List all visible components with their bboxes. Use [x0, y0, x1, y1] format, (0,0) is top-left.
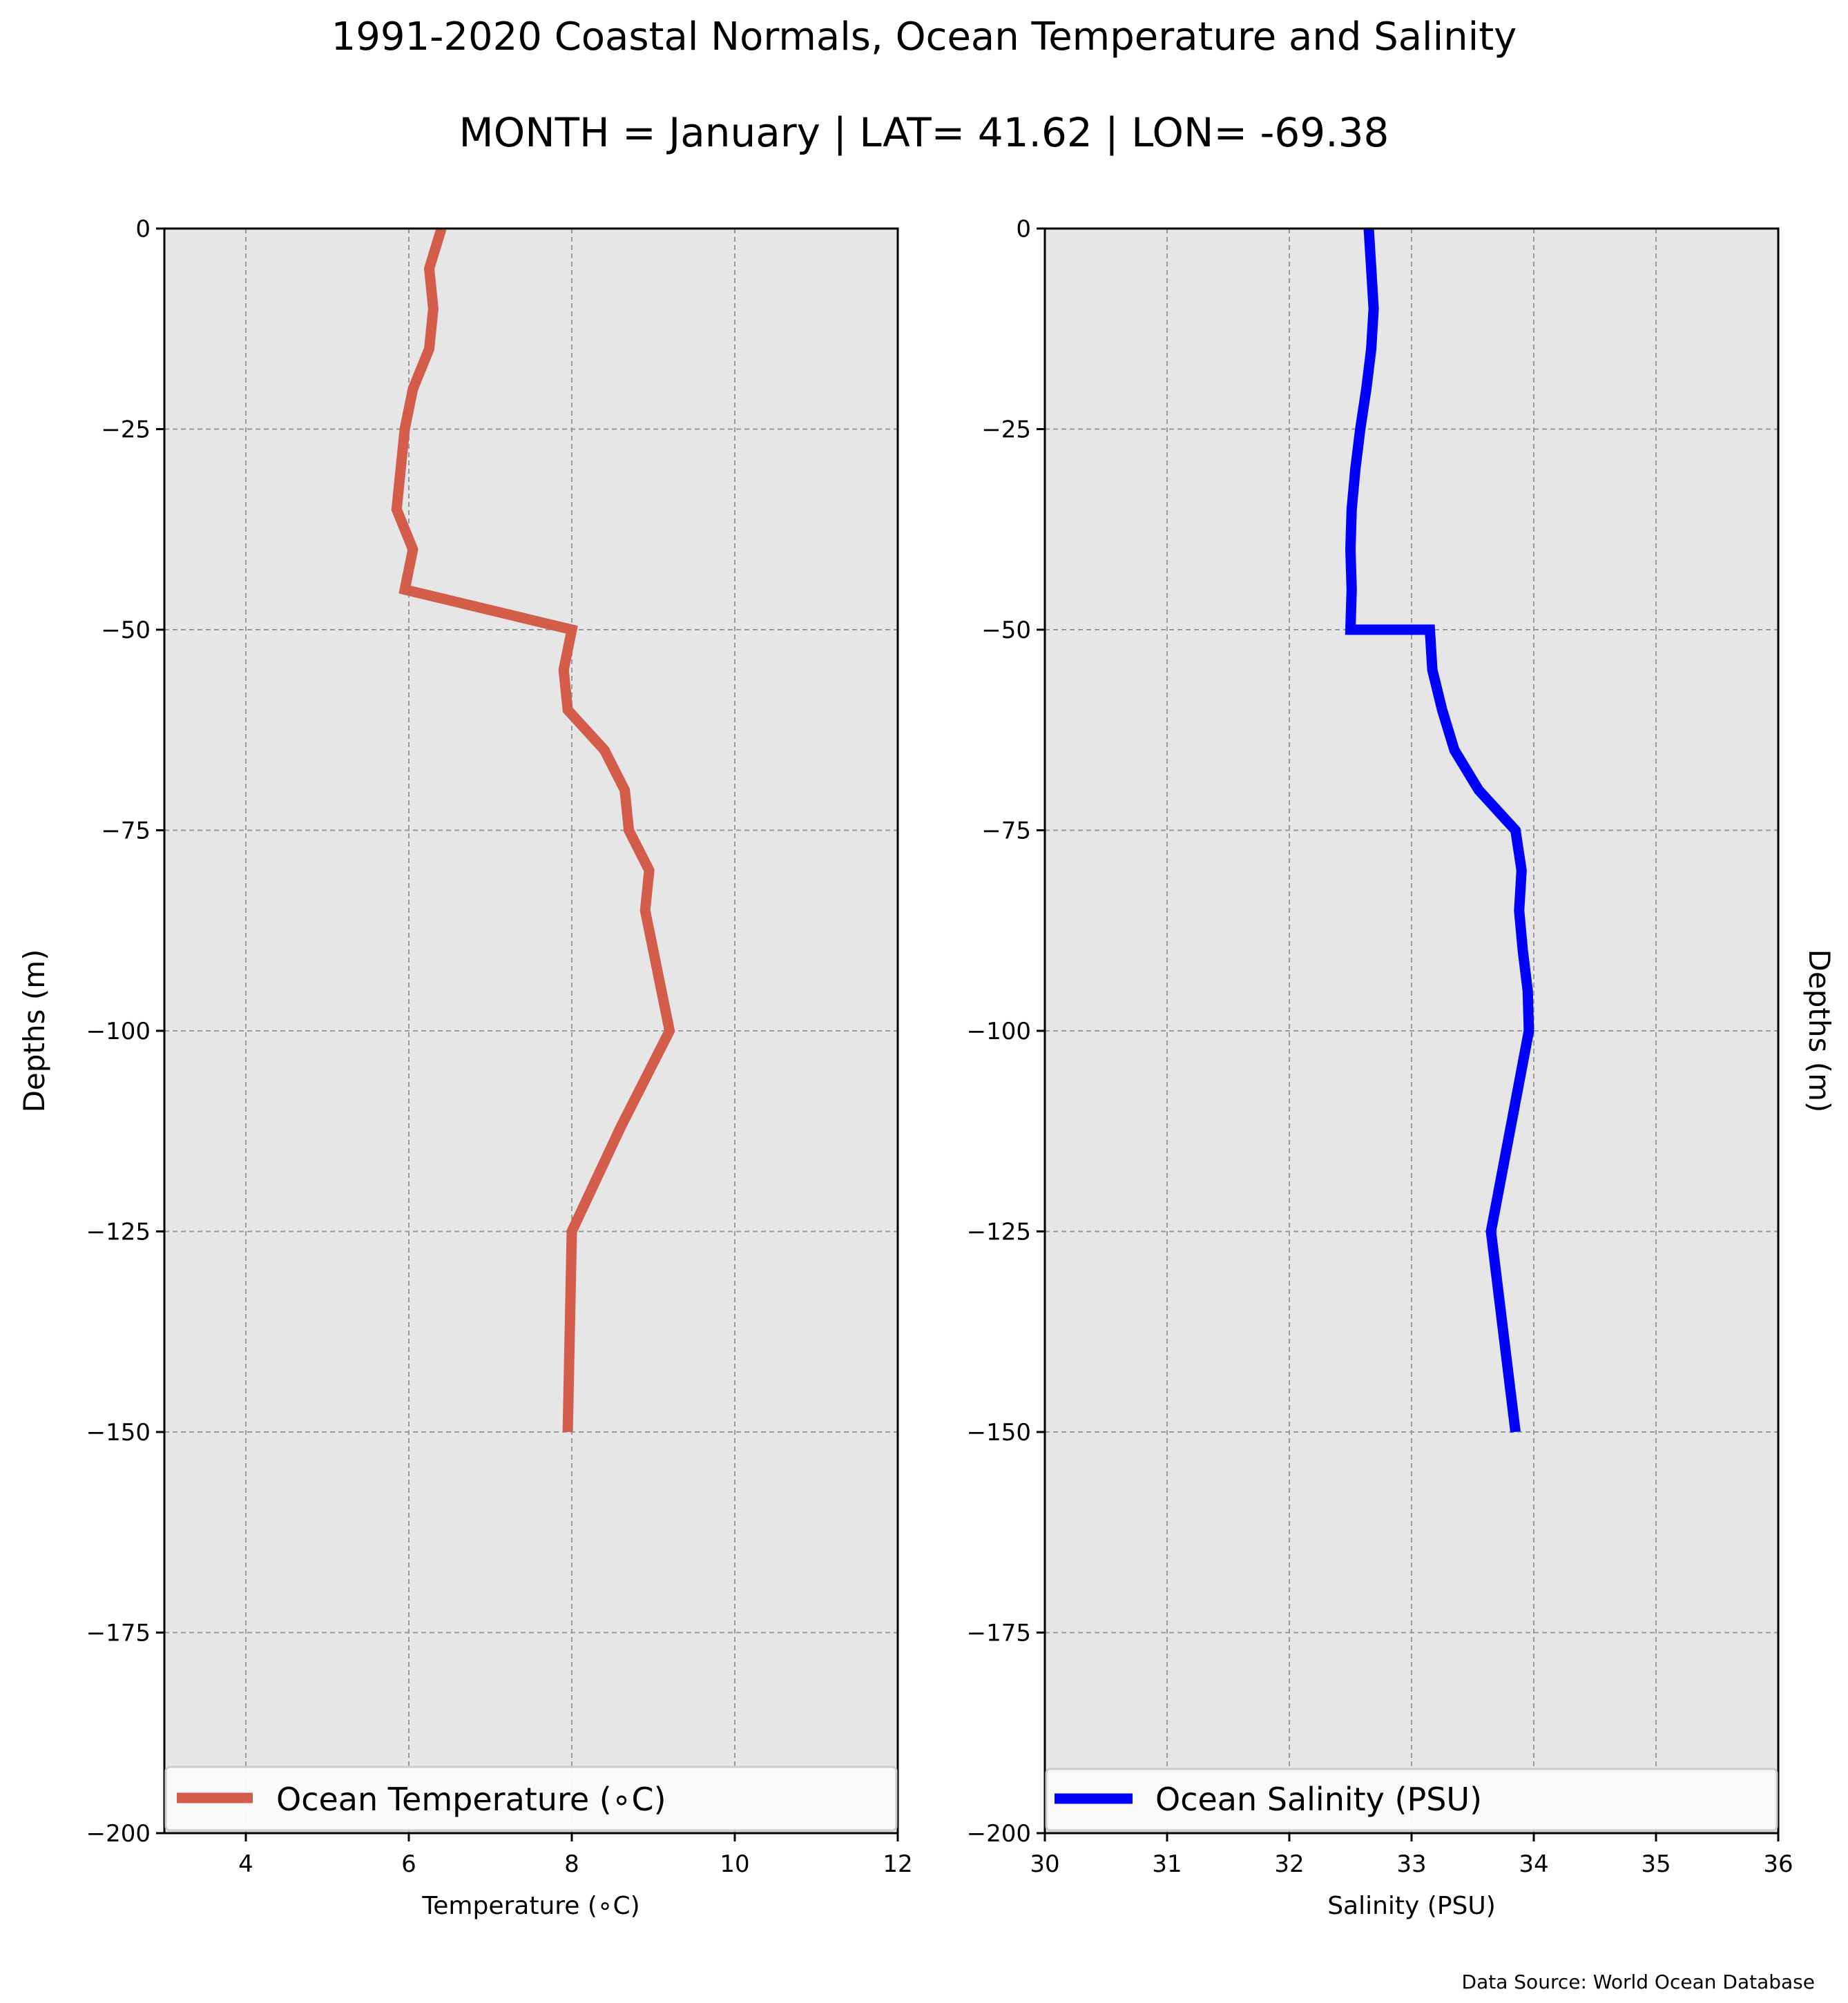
salinity-legend-box — [1045, 1768, 1778, 1832]
salinity-x-tick-label: 33 — [1396, 1850, 1426, 1878]
salinity-y-tick-label: −25 — [981, 416, 1031, 444]
temperature-ticks: 4 6 8 10 12 0 −25 −50 −75 −100 −125 −150 −175 −200 — [86, 215, 913, 1878]
salinity-y-tick-label: −50 — [981, 617, 1031, 644]
temperature-y-tick-label: −150 — [86, 1419, 151, 1446]
temperature-x-tick-label: 10 — [720, 1850, 749, 1878]
salinity-x-tick-label: 30 — [1030, 1850, 1059, 1878]
salinity-legend-label: Ocean Salinity (PSU) — [1155, 1781, 1482, 1818]
temperature-x-tick-label: 12 — [883, 1850, 912, 1878]
temperature-y-tick-label: −100 — [86, 1018, 151, 1045]
temperature-legend-box — [164, 1765, 898, 1832]
temperature-y-axis-label: Depths (m) — [17, 949, 51, 1113]
temperature-profile-line — [391, 226, 675, 1433]
temperature-y-tick-label: 0 — [135, 215, 151, 243]
salinity-legend: Ocean Salinity (PSU) — [1045, 1768, 1778, 1832]
salinity-chart: 30 31 32 33 34 35 36 0 −25 −50 −75 −100 −125 −150 −175… — [967, 215, 1836, 1920]
temperature-x-tick-label: 4 — [238, 1850, 253, 1878]
temperature-legend-label: Ocean Temperature (∘C) — [276, 1781, 666, 1818]
temperature-grid — [164, 229, 898, 1833]
salinity-y-tick-label: −175 — [967, 1620, 1031, 1647]
salinity-x-tick-label: 34 — [1519, 1850, 1548, 1878]
salinity-x-tick-label: 36 — [1763, 1850, 1793, 1878]
temperature-y-tick-label: −75 — [101, 817, 151, 845]
salinity-y-tick-label: −125 — [967, 1219, 1031, 1246]
salinity-y-tick-label: −150 — [967, 1419, 1031, 1446]
temperature-y-tick-label: −200 — [86, 1820, 151, 1848]
salinity-y-axis-label: Depths (m) — [1802, 949, 1836, 1113]
salinity-profile-line — [1345, 228, 1534, 1433]
salinity-x-tick-label: 35 — [1641, 1850, 1671, 1878]
salinity-y-tick-label: −75 — [981, 817, 1031, 845]
temperature-chart: 4 6 8 10 12 0 −25 −50 −75 −100 −125 −150 −175 −200 Oc… — [17, 215, 913, 1920]
temperature-x-tick-label: 6 — [401, 1850, 416, 1878]
temperature-y-tick-label: −125 — [86, 1219, 151, 1246]
temperature-x-axis-label: Temperature (∘C) — [421, 1892, 639, 1920]
salinity-x-tick-label: 32 — [1274, 1850, 1304, 1878]
temperature-y-tick-label: −25 — [101, 416, 151, 444]
figure-title: 1991-2020 Coastal Normals, Ocean Tempera… — [331, 14, 1517, 59]
figure-subtitle: MONTH = January | LAT= 41.62 | LON= -69.… — [459, 109, 1389, 156]
temperature-y-tick-label: −50 — [101, 617, 151, 644]
temperature-x-tick-label: 8 — [564, 1850, 579, 1878]
salinity-x-axis-label: Salinity (PSU) — [1327, 1892, 1496, 1920]
temperature-legend: Ocean Temperature (∘C) — [164, 1765, 898, 1832]
salinity-y-tick-label: −100 — [967, 1018, 1031, 1045]
salinity-y-tick-label: −200 — [967, 1820, 1031, 1848]
temperature-y-tick-label: −175 — [86, 1620, 151, 1647]
salinity-y-tick-label: 0 — [1016, 215, 1031, 243]
salinity-ticks: 30 31 32 33 34 35 36 0 −25 −50 −75 −100 −125 −150 −175… — [967, 215, 1793, 1878]
data-source-note: Data Source: World Ocean Database — [1462, 1971, 1815, 1993]
salinity-x-tick-label: 31 — [1152, 1850, 1182, 1878]
